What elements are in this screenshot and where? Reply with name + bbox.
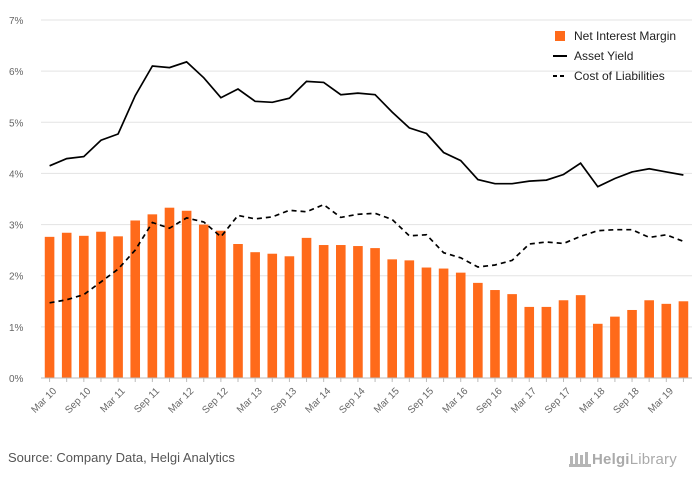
x-tick-label: Mar 11 — [98, 386, 128, 416]
nim-bar — [96, 231, 106, 378]
x-tick-label: Mar 18 — [578, 386, 608, 416]
source-note: Source: Company Data, Helgi Analytics — [8, 450, 235, 465]
nim-bar — [79, 235, 89, 378]
nim-bar — [644, 300, 654, 378]
nim-bar — [524, 306, 535, 378]
x-tick-label: Sep 11 — [132, 386, 162, 416]
x-tick-label: Mar 19 — [646, 386, 676, 416]
x-tick-label: Mar 17 — [509, 386, 539, 416]
x-tick-label: Mar 14 — [304, 386, 334, 416]
x-tick-label: Mar 12 — [166, 386, 196, 416]
nim-bar — [233, 244, 243, 378]
nim-bar — [421, 267, 432, 378]
nim-bar — [541, 306, 552, 378]
nim-bar — [438, 268, 449, 378]
nim-bar — [318, 245, 329, 378]
nim-bar — [353, 246, 363, 378]
logo-text: HelgiLibrary — [592, 451, 677, 468]
nim-bar — [267, 253, 278, 378]
x-tick-label: Mar 13 — [235, 386, 265, 416]
nim-bar — [627, 309, 637, 378]
x-tick-label: Mar 16 — [441, 386, 471, 416]
x-tick-label: Sep 18 — [611, 386, 641, 416]
x-tick-label: Sep 10 — [63, 386, 93, 416]
nim-bar — [164, 207, 175, 378]
nim-bar — [113, 236, 123, 378]
x-tick-label: Mar 10 — [29, 386, 59, 416]
library-building-icon — [569, 452, 591, 467]
logo-part2: Library — [629, 450, 677, 468]
chart-svg: 0%1%2%3%4%5%6%7% Mar 10 Sep 10 Mar 11 Sep 1… — [9, 16, 692, 416]
y-tick-label: 0% — [9, 374, 24, 385]
legend-label: Net Interest Margin — [574, 29, 676, 43]
x-tick-label: Sep 13 — [269, 386, 299, 416]
x-tick-label: Sep 16 — [474, 386, 504, 416]
x-tick-label: Sep 15 — [406, 386, 436, 416]
line-series — [49, 60, 684, 304]
nim-bar — [455, 272, 466, 378]
nim-bar — [44, 236, 55, 378]
y-tick-label: 5% — [9, 118, 24, 129]
x-tick-label: Sep 12 — [200, 386, 230, 416]
x-axis: Mar 10 Sep 10 Mar 11 Sep 11 Mar 12 Sep 12 Mar … — [29, 377, 692, 416]
nim-bar — [216, 230, 226, 378]
legend-label: Asset Yield — [574, 49, 633, 63]
nim-bar — [181, 210, 192, 378]
asset-yield-line — [49, 60, 684, 188]
nim-bar — [507, 294, 517, 378]
cost-of-liabilities-line — [49, 203, 684, 304]
nim-bar — [336, 245, 346, 378]
nim-bar — [198, 224, 209, 378]
y-tick-label: 4% — [9, 169, 24, 180]
nim-bar — [661, 303, 672, 378]
x-tick-label: Mar 15 — [372, 386, 402, 416]
nim-bar — [404, 260, 415, 378]
legend-label: Cost of Liabilities — [574, 69, 665, 83]
y-tick-label: 3% — [9, 221, 24, 232]
nim-bar — [610, 316, 620, 378]
nim-bar — [490, 290, 500, 378]
nim-bar — [473, 282, 483, 378]
nim-bar — [370, 248, 380, 378]
helgi-library-logo: HelgiLibrary — [568, 449, 677, 469]
net-interest-margin-bars — [44, 207, 689, 378]
nim-bar — [61, 232, 72, 378]
nim-bar — [147, 214, 158, 378]
y-tick-label: 2% — [9, 272, 24, 283]
nim-bar — [250, 252, 260, 378]
y-axis: 0% 1% 2% 3% 4% 5% 6% 7% — [9, 16, 24, 385]
logo-part1: Helgi — [592, 450, 630, 468]
nim-bar — [575, 295, 586, 378]
y-tick-label: 6% — [9, 67, 24, 78]
nim-bar — [284, 256, 295, 378]
nim-bar — [558, 300, 569, 378]
legend: Net Interest Margin Asset Yield Cost of Li… — [553, 29, 676, 83]
nim-bar — [130, 220, 141, 378]
nim-bar — [678, 301, 689, 378]
x-tick-label: Sep 17 — [543, 386, 573, 416]
y-tick-label: 1% — [9, 323, 24, 334]
nim-bar — [301, 237, 312, 378]
legend-swatch-bar — [555, 31, 565, 41]
nim-bar — [592, 323, 603, 378]
nim-bar — [387, 259, 397, 378]
x-tick-label: Sep 14 — [337, 386, 367, 416]
y-tick-label: 7% — [9, 16, 24, 27]
